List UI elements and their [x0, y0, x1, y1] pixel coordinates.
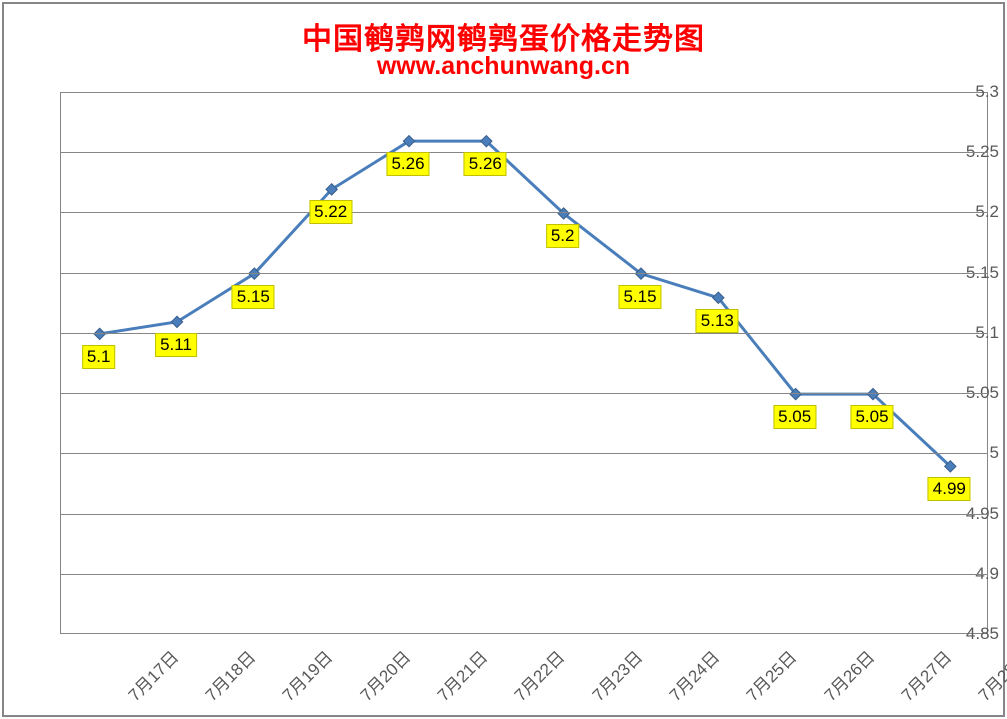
data-label: 4.99 [928, 477, 971, 501]
data-label: 5.05 [850, 405, 893, 429]
data-label: 5.15 [618, 285, 661, 309]
chart-container: 中国鹌鹑网鹌鹑蛋价格走势图 www.anchunwang.cn 4.854.94… [0, 0, 1007, 719]
y-tick-label: 5.3 [939, 82, 1007, 102]
gridline [60, 393, 988, 394]
data-label: 5.11 [155, 333, 197, 357]
data-label: 5.1 [82, 345, 116, 369]
chart-subtitle: www.anchunwang.cn [0, 52, 1007, 81]
gridline [60, 273, 988, 274]
data-label: 5.15 [232, 285, 275, 309]
gridline [60, 453, 988, 454]
gridline [60, 333, 988, 334]
data-label: 5.2 [546, 224, 580, 248]
line-series [61, 93, 989, 635]
data-label: 5.13 [696, 309, 739, 333]
y-tick-label: 4.85 [939, 624, 1007, 644]
data-label: 5.26 [386, 152, 429, 176]
data-label: 5.22 [309, 200, 352, 224]
plot-area [60, 92, 988, 634]
gridline [60, 152, 988, 153]
gridline [60, 212, 988, 213]
gridline [60, 514, 988, 515]
data-label: 5.26 [464, 152, 507, 176]
data-label: 5.05 [773, 405, 816, 429]
gridline [60, 574, 988, 575]
